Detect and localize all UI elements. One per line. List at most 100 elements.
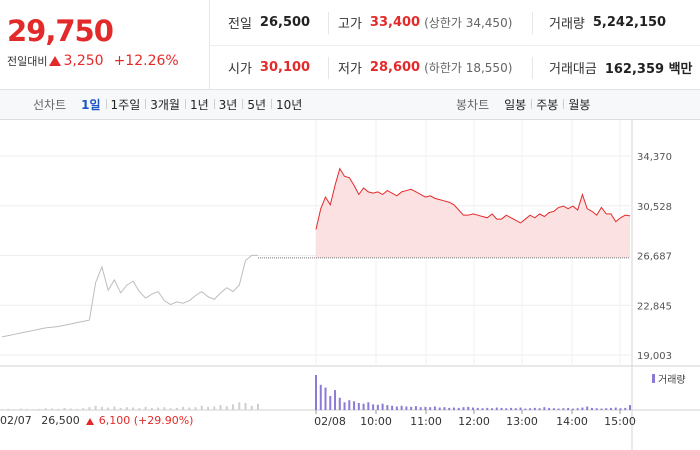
prev-session-price: 26,500 [41,414,80,427]
prev-volume-bar [1,409,3,410]
today-volume-bar [495,407,498,410]
prev-volume-bar [257,403,259,410]
today-volume-bar [315,375,317,410]
today-volume-bar [433,406,436,410]
low-label: 저가 [338,62,362,77]
volume-legend: 거래량 [652,371,686,386]
prev-volume-bar [219,405,222,410]
column-divider [328,57,329,79]
today-volume-bar [353,401,356,410]
y-tick-label: 22,845 [637,301,672,312]
up-triangle-icon [86,418,95,425]
low-cell: 저가 28,600 (하한가 18,550) [338,45,512,90]
current-price-box: 29,750 전일대비 3,250 +12.26% [0,0,210,90]
today-volume-bar [400,405,403,410]
prev-volume-bar [113,406,116,410]
prev-volume-bar [107,407,110,410]
prev-volume-bar [238,402,241,410]
low-value: 28,600 [369,60,421,75]
today-volume-bar [334,390,337,410]
prev-volume-bar [182,406,185,410]
prev-volume-bar [132,407,135,410]
open-cell: 시가 30,100 [228,45,310,90]
prev-volume-bar [200,405,203,410]
prev-volume-bar [94,405,97,410]
price-lines [1,167,631,338]
today-volume-bar [586,406,589,410]
tab-monthly-candle[interactable]: 월봉 [563,96,595,113]
today-volume-bar [472,407,474,410]
prev-volume-bar [100,406,103,410]
prev-session-line [1,254,258,338]
upper-limit: (상한가 34,450) [424,16,513,30]
tab-1year[interactable]: 1년 [184,96,214,113]
current-price: 29,750 [7,14,114,48]
today-volume-bar [405,406,408,410]
today-volume-bar [595,408,598,410]
line-chart-label: 선차트 [33,98,67,112]
prev-volume-bar [57,408,60,410]
tab-3year[interactable]: 3년 [213,96,243,113]
today-volume-bar [324,387,327,410]
tab-1day[interactable]: 1일 [81,98,101,112]
prev-volume-bar [63,407,66,410]
today-volume-bar [491,408,494,410]
prev-volume-bar [144,406,147,410]
today-volume-bar [548,407,551,410]
tab-5year[interactable]: 5년 [242,96,271,113]
high-value: 33,400 [369,15,421,30]
x-tick-label: 13:00 [506,415,538,428]
trade-value-value: 162,359 백만 [604,62,693,77]
prev-volume-bar [244,403,247,410]
today-volume-bar [476,407,479,410]
today-volume-bar [419,407,422,410]
prev-session-summary: 02/07 26,500 6,100 (+29.90%) [0,414,193,427]
prev-volume-bar [157,407,160,410]
today-volume-bar [457,407,460,410]
tab-1week[interactable]: 1주일 [105,96,146,113]
price-chart-svg: 34,370 30,528 26,687 22,845 19,003 02/08 10:00… [0,120,700,450]
today-volume-bar [381,403,384,410]
prev-session-change: 6,100 (+29.90%) [98,414,194,427]
quote-panel: 29,750 전일대비 3,250 +12.26% 전일 26,500 시가 3… [0,0,700,90]
prev-volume-bar [44,408,47,410]
volume-legend-swatch [652,374,655,383]
today-volume-bar [467,406,470,410]
change-row: 전일대비 3,250 +12.26% [7,53,179,69]
today-volume-bar [386,405,389,410]
prev-volume-bar [163,407,166,410]
high-cell: 고가 33,400 (상한가 34,450) [338,0,512,45]
x-tick-label: 15:00 [604,415,636,428]
today-volume-bar [500,407,503,410]
today-volume-bar [619,408,622,410]
today-volume-bar [571,408,574,410]
y-tick-label: 26,687 [637,252,672,263]
today-volume-bar [562,408,565,410]
tab-weekly-candle[interactable]: 주봉 [531,96,563,113]
tab-3month[interactable]: 3개월 [145,96,185,113]
volume-label: 거래량 [549,17,585,32]
today-volume-bar [338,397,341,410]
prev-volume-bar [32,409,35,410]
trade-value-cell: 거래대금 162,359 백만 [549,45,693,90]
prev-volume-bar [138,408,141,410]
today-price-line [315,167,631,230]
today-volume-bar [543,407,546,410]
prev-volume-bar [125,407,128,410]
x-tick-label: 12:00 [458,415,490,428]
prev-volume-bar [119,407,122,410]
column-divider [328,12,329,34]
chart-period-bar: 선차트 1일 1주일 3개월 1년 3년 5년 10년 봉차트 일봉 주봉 월봉 [0,90,700,120]
tab-10year[interactable]: 10년 [271,96,307,113]
today-volume-bar [481,408,484,410]
today-volume-bar [362,403,365,410]
prev-volume-bar [7,408,10,410]
prev-volume-bar [50,408,53,410]
prev-volume-bar [169,408,172,410]
tab-daily-candle[interactable]: 일봉 [504,98,527,112]
volume-value: 5,242,150 [592,15,667,30]
axis-labels: 34,370 30,528 26,687 22,845 19,003 02/08 10:00… [314,152,672,428]
today-volume-bar [567,407,570,410]
prev-close-value: 26,500 [259,15,311,30]
today-volume-bar [524,408,527,410]
